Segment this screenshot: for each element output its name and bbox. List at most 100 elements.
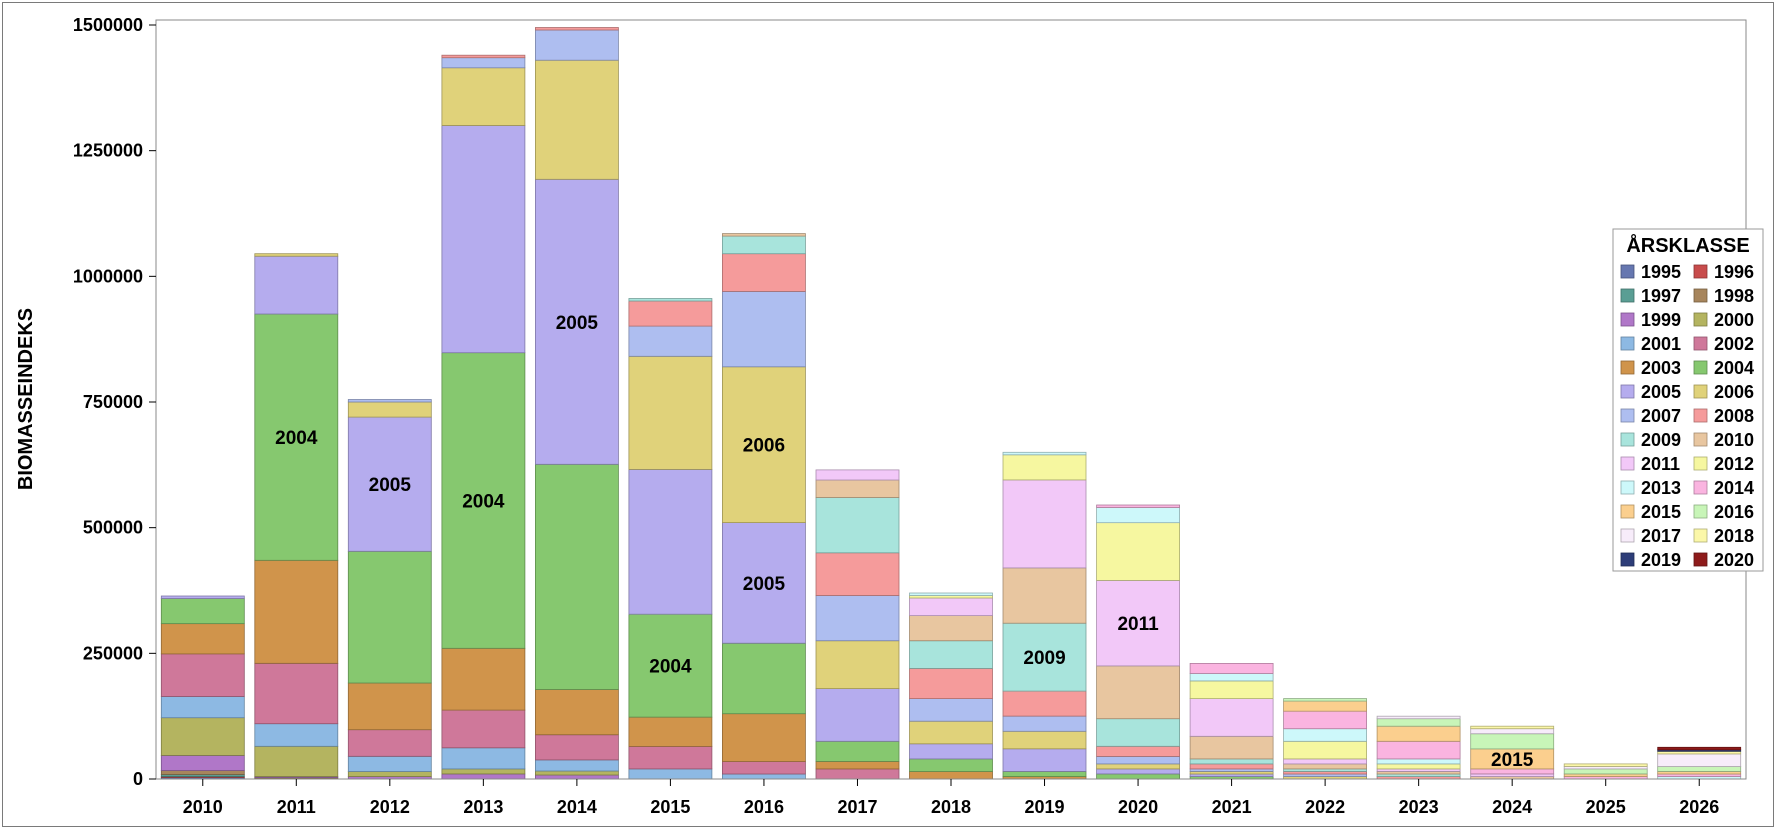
bar-segment-2014-2001 [535,759,619,772]
bar-segment-2026-2018 [1657,751,1742,755]
bar-segment-2015-2007 [628,325,713,357]
x-tick-label: 2014 [557,797,597,817]
legend-box [1612,228,1764,572]
bar-segment-2017-2011 [815,469,900,481]
bar-segment-2024-2018 [1470,725,1555,730]
x-tick-label: 2021 [1212,797,1252,817]
bar-segment-2013-2008 [441,54,526,59]
bar-segment-2010-2001 [160,696,245,719]
bar-segment-2011-2005 [254,255,339,315]
bar-segment-2018-2004 [909,758,993,772]
bar-segment-2011-2000 [254,745,339,777]
bar-segment-2026-2015 [1657,771,1742,775]
bar-segment-2013-2004 [441,352,526,649]
bar-segment-2011-2003 [254,559,339,664]
legend-swatch-2008 [1693,408,1708,423]
bar-segment-2014-2008 [535,27,619,31]
legend-swatch-1998 [1693,288,1708,303]
legend-label-1996: 1996 [1714,262,1754,282]
legend-swatch-2001 [1620,336,1635,351]
bar-segment-2020-2013 [1096,507,1180,524]
y-axis-label: BIOMASSEINDEKS [15,308,37,490]
bar-segment-2021-2010 [1189,735,1274,760]
legend-swatch-2016 [1693,504,1708,519]
bar-segment-2017-2002 [815,768,900,780]
bar-segment-2017-2003 [815,761,900,770]
x-tick-label: 2012 [370,797,410,817]
bar-segment-2015-2003 [628,716,713,747]
y-tick-label: 1000000 [73,266,143,286]
legend-swatch-1996 [1693,264,1708,279]
bar-segment-2021-2008 [1189,763,1274,770]
bar-segment-2025-2015 [1563,773,1648,777]
bar-segment-2015-2006 [628,355,713,470]
bar-segment-2019-2008 [1002,690,1087,717]
legend-swatch-2013 [1620,480,1635,495]
legend-label-2003: 2003 [1641,358,1681,378]
x-tick-label: 2026 [1679,797,1719,817]
bar-segment-2015-2002 [628,745,713,770]
bar-segment-2021-2013 [1189,673,1274,682]
bar-segment-2016-2007 [722,290,806,368]
legend-label-1995: 1995 [1641,262,1681,282]
x-tick-label: 2016 [744,797,784,817]
legend-items: 1995 1996 1997 1998 1999 2000 2001 2002 2003 2004… [1620,262,1754,570]
bar-segment-2013-2005 [441,125,526,354]
bar-segment-2012-2002 [347,729,432,757]
segment-annotation: 2004 [462,492,505,513]
legend-label-2005: 2005 [1641,382,1681,402]
bar-segment-2020-2010 [1096,665,1180,720]
legend-swatch-2011 [1620,456,1635,471]
segment-annotation: 2015 [1491,750,1534,771]
bar-segment-2022-2010 [1283,763,1367,770]
bar-segment-2024-2017 [1470,728,1555,735]
bar-segment-2016-2001 [722,773,806,780]
legend-label-2006: 2006 [1714,382,1754,402]
bar-segment-2018-2007 [909,698,993,722]
bar-segment-2017-2005 [815,688,900,742]
bar-segment-2016-2006 [722,366,806,523]
legend-label-2008: 2008 [1714,406,1754,426]
bar-segment-2021-2009 [1189,758,1274,765]
y-tick-label: 1500000 [73,15,143,35]
bar-segment-2015-2001 [628,768,713,780]
bar-segment-2017-2007 [815,595,900,642]
y-tick-label: 500000 [83,518,143,538]
bar-segment-2018-2006 [909,720,993,745]
bar-segment-2022-2013 [1283,728,1367,742]
bar-segment-2012-2003 [347,682,432,731]
legend-label-2014: 2014 [1714,478,1754,498]
bar-segment-2014-2005 [535,178,619,465]
bar-segment-2016-2009 [722,235,806,255]
legend-swatch-2005 [1620,384,1635,399]
legend-label-1999: 1999 [1641,310,1681,330]
bar-segment-2022-2014 [1283,710,1367,730]
bar-segment-2013-2003 [441,647,526,711]
bar-segment-2023-2010 [1376,771,1461,775]
bar-segment-2013-2007 [441,57,526,69]
bar-segment-2010-1999 [160,755,245,771]
bar-segment-2020-2012 [1096,522,1180,581]
bar-segment-2020-2014 [1096,504,1180,508]
x-tick-label: 2025 [1586,797,1626,817]
bar-segment-2025-2016 [1563,768,1648,775]
x-tick-label: 2023 [1399,797,1439,817]
annotations-layer: 2004 2005 2004 2005 2004 2006 2005 2009 2011 2015 [275,313,1534,771]
legend-label-1998: 1998 [1714,286,1754,306]
bar-segment-2025-2018 [1563,763,1648,767]
legend-label-2016: 2016 [1714,502,1754,522]
x-tick-label: 2015 [650,797,690,817]
bar-segment-2014-2007 [535,29,619,61]
legend-swatch-2012 [1693,456,1708,471]
bar-segment-2020-2007 [1096,756,1180,765]
bar-segment-2022-2015 [1283,700,1367,712]
bar-segment-2019-2009 [1002,622,1087,692]
bar-segment-2014-2002 [535,734,619,761]
legend-swatch-2020 [1693,552,1708,567]
segment-annotation: 2005 [369,475,412,496]
bar-segment-2010-1998 [160,770,245,775]
legend-swatch-1997 [1620,288,1635,303]
bar-segment-2014-2000 [535,770,619,776]
legend-swatch-2000 [1693,312,1708,327]
